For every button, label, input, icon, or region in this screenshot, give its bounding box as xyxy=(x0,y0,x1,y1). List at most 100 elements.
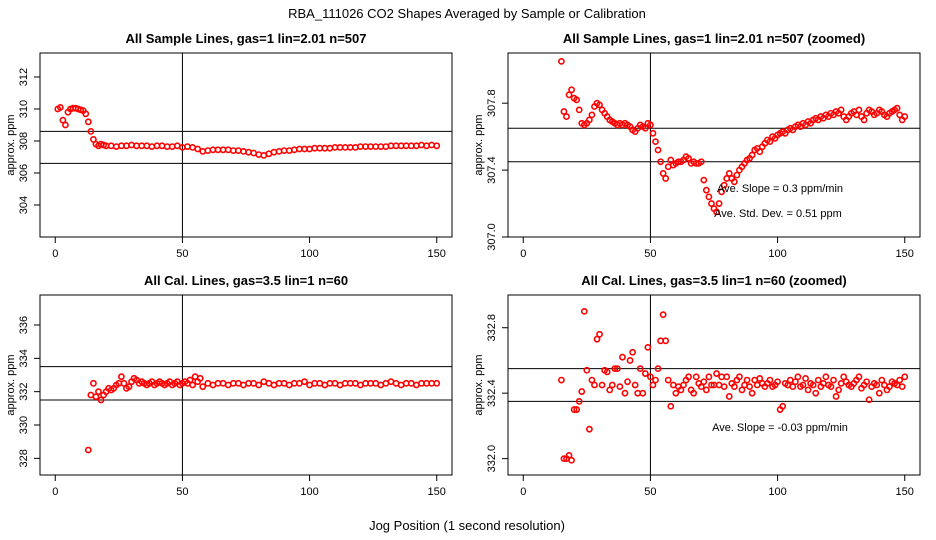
data-point xyxy=(125,383,133,391)
data-point xyxy=(649,381,657,389)
data-point xyxy=(580,307,588,315)
data-point xyxy=(715,200,723,207)
data-point xyxy=(611,365,619,373)
data-point xyxy=(575,397,583,405)
data-point xyxy=(822,373,830,381)
annotation-text: Ave. Slope = -0.03 ppm/min xyxy=(712,422,848,434)
data-point xyxy=(855,106,863,114)
panel-title: All Sample Lines, gas=1 lin=2.01 n=507 (… xyxy=(563,31,865,46)
data-series xyxy=(558,57,909,216)
data-point xyxy=(812,389,820,397)
data-point xyxy=(641,124,649,132)
data-point xyxy=(189,381,196,389)
data-point xyxy=(565,91,573,99)
data-point xyxy=(194,145,202,153)
data-point xyxy=(804,386,812,394)
data-point xyxy=(667,402,675,410)
data-point xyxy=(662,175,670,182)
data-point xyxy=(97,396,105,404)
data-point xyxy=(830,376,837,384)
data-point xyxy=(560,455,568,463)
data-point xyxy=(570,406,578,413)
y-tick-label: 307.0 xyxy=(486,223,498,251)
data-point xyxy=(901,373,909,381)
y-tick-label: 332.4 xyxy=(486,379,498,407)
x-tick-label: 100 xyxy=(300,248,318,260)
data-point xyxy=(196,374,204,382)
annotation-text: Ave. Std. Dev. = 0.51 ppm xyxy=(714,208,842,220)
data-point xyxy=(840,373,848,381)
data-point xyxy=(598,381,606,389)
data-point xyxy=(649,129,657,137)
data-point xyxy=(708,381,715,389)
panel-title: All Cal. Lines, gas=3.5 lin=1 n=60 xyxy=(144,273,348,288)
data-point xyxy=(814,376,822,384)
chart-panel-1: All Sample Lines, gas=1 lin=2.01 n=507 0 5… xyxy=(5,31,453,260)
data-point xyxy=(664,376,672,384)
data-point xyxy=(606,386,614,394)
x-tick-label: 50 xyxy=(176,248,188,260)
data-point xyxy=(659,170,667,177)
data-point xyxy=(723,373,731,381)
data-point xyxy=(585,425,593,433)
y-tick-label: 307.8 xyxy=(486,89,498,117)
data-point xyxy=(766,376,774,384)
data-point xyxy=(117,373,125,381)
data-point xyxy=(690,389,698,397)
data-point xyxy=(652,138,659,146)
data-point xyxy=(92,393,100,401)
data-point xyxy=(616,383,624,391)
data-point xyxy=(654,146,662,154)
data-point xyxy=(718,188,726,196)
y-tick-label: 336 xyxy=(18,316,30,334)
data-point xyxy=(705,193,713,201)
data-point xyxy=(56,104,64,111)
data-point xyxy=(596,101,603,109)
x-tick-label: 50 xyxy=(644,248,656,260)
data-point xyxy=(835,386,843,394)
data-point xyxy=(588,376,596,384)
y-tick-label: 332 xyxy=(18,382,30,400)
y-axis-label: approx. ppm xyxy=(5,354,17,415)
y-tick-label: 306 xyxy=(18,164,30,182)
data-point xyxy=(255,381,263,389)
data-point xyxy=(560,108,568,115)
data-point xyxy=(873,381,881,389)
data-point xyxy=(199,383,207,391)
data-point xyxy=(588,111,596,119)
data-point xyxy=(789,383,797,391)
data-point xyxy=(84,118,92,126)
data-point xyxy=(573,96,581,104)
data-point xyxy=(672,389,680,397)
x-tick-label: 0 xyxy=(520,248,526,260)
data-point xyxy=(629,348,637,356)
data-point xyxy=(855,373,863,381)
data-point xyxy=(748,389,756,397)
data-point xyxy=(558,57,565,65)
data-point xyxy=(875,389,883,397)
y-axis-label: approx. ppm xyxy=(473,354,485,415)
y-tick-label: 307.4 xyxy=(486,156,498,184)
data-point xyxy=(585,116,593,124)
data-point xyxy=(863,378,870,386)
data-point xyxy=(702,386,710,394)
data-point xyxy=(837,106,845,114)
y-tick-label: 328 xyxy=(18,449,30,467)
x-tick-label: 0 xyxy=(52,248,58,260)
data-point xyxy=(578,388,586,395)
plot-frame xyxy=(507,52,921,238)
data-point xyxy=(736,373,743,381)
data-point xyxy=(730,178,738,186)
x-tick-label: 150 xyxy=(428,248,446,260)
data-point xyxy=(90,379,97,387)
data-point xyxy=(596,330,603,338)
data-point xyxy=(720,383,728,391)
data-point xyxy=(878,376,886,384)
data-point xyxy=(677,386,685,394)
data-point xyxy=(725,170,733,177)
data-point xyxy=(756,148,764,156)
x-tick-label: 100 xyxy=(768,486,786,498)
x-tick-label: 150 xyxy=(896,248,914,260)
y-tick-label: 330 xyxy=(18,416,30,434)
